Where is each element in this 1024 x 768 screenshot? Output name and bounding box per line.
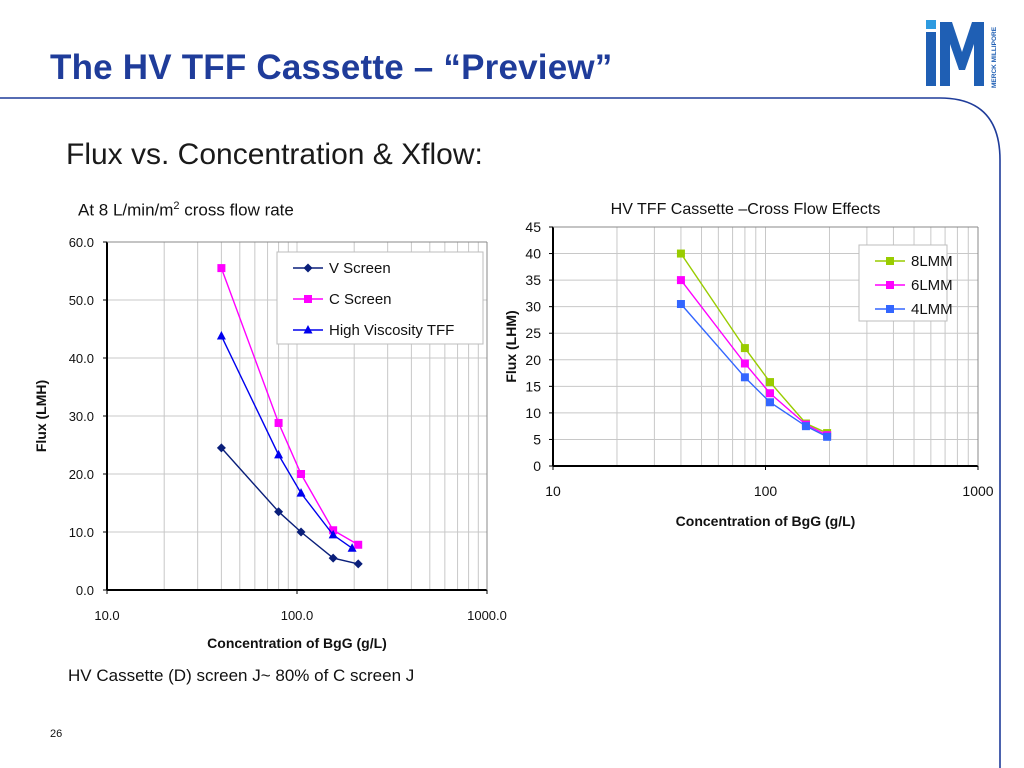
data-point bbox=[274, 418, 283, 427]
merck-millipore-logo: MERCK MILLIPORE bbox=[926, 20, 998, 88]
caption-main: At 8 L/min/m bbox=[78, 200, 174, 220]
y-axis-title: Flux (LHM) bbox=[503, 310, 519, 382]
series-v-screen bbox=[216, 443, 363, 569]
legend-label: 8LMM bbox=[911, 253, 953, 270]
page-number: 26 bbox=[50, 728, 63, 740]
chart-2: HV TFF Cassette –Cross Flow Effects 0 5 10 1… bbox=[503, 201, 994, 529]
series-4lmm bbox=[676, 300, 832, 441]
legend-item: 8LMM bbox=[875, 253, 953, 270]
series-6lmm bbox=[676, 276, 832, 440]
legend-label: V Screen bbox=[329, 260, 391, 277]
legend-item: High Viscosity TFF bbox=[293, 322, 454, 339]
data-point bbox=[274, 449, 284, 459]
x-tick-label: 100 bbox=[754, 483, 778, 499]
y-tick-label: 15 bbox=[525, 378, 541, 394]
legend-label: 6LMM bbox=[911, 277, 953, 294]
legend-box bbox=[858, 244, 948, 322]
data-point bbox=[740, 373, 749, 382]
data-point bbox=[296, 488, 306, 497]
data-point bbox=[740, 359, 749, 368]
data-point bbox=[766, 389, 775, 398]
legend: 8LMM 6LMM 4LMM bbox=[858, 244, 953, 322]
chart-1: 0.010.020.030.040.050.060.010.0 100.0 1000… bbox=[33, 235, 507, 651]
series-8lmm bbox=[676, 249, 832, 438]
data-point bbox=[216, 330, 226, 340]
data-point bbox=[766, 398, 775, 407]
y-tick-label: 30 bbox=[525, 299, 541, 315]
data-point bbox=[328, 553, 338, 563]
chart1-caption: At 8 L/min/m2 cross flow rate bbox=[78, 200, 294, 221]
y-tick-label: 0.0 bbox=[76, 583, 94, 598]
legend-swatch-marker bbox=[886, 281, 894, 289]
y-axis-title: Flux (LMH) bbox=[33, 380, 49, 452]
data-point bbox=[353, 559, 363, 569]
y-tick-label: 45 bbox=[525, 219, 541, 235]
page-title: The HV TFF Cassette – “Preview” bbox=[50, 48, 613, 87]
data-point bbox=[216, 443, 226, 453]
y-tick-label: 5 bbox=[533, 431, 541, 447]
data-point bbox=[766, 378, 775, 387]
series-line bbox=[680, 279, 828, 436]
legend: V Screen C Screen High Viscosity TFF bbox=[276, 251, 484, 345]
x-axis-title: Concentration of BgG (g/L) bbox=[676, 513, 856, 529]
y-tick-label: 20 bbox=[525, 352, 541, 368]
y-tick-label: 35 bbox=[525, 272, 541, 288]
legend-swatch-marker bbox=[886, 305, 894, 313]
data-point bbox=[217, 264, 226, 273]
caption-rest: cross flow rate bbox=[179, 200, 294, 220]
caption-sup: 2 bbox=[173, 200, 180, 212]
y-tick-label: 40.0 bbox=[69, 351, 94, 366]
series-high-viscosity-tff bbox=[216, 330, 357, 552]
slide-subtitle: Flux vs. Concentration & Xflow: bbox=[66, 138, 483, 171]
y-tick-label: 10.0 bbox=[69, 525, 94, 540]
y-tick-label: 40 bbox=[525, 246, 541, 262]
series-line bbox=[220, 447, 359, 565]
data-point bbox=[347, 543, 357, 552]
data-point bbox=[676, 276, 685, 285]
x-tick-label: 1000.0 bbox=[467, 608, 507, 623]
data-point bbox=[676, 300, 685, 309]
y-tick-label: 10 bbox=[525, 405, 541, 421]
legend-item: C Screen bbox=[293, 291, 392, 308]
x-tick-label: 1000 bbox=[962, 483, 993, 499]
x-axis-title: Concentration of BgG (g/L) bbox=[207, 635, 387, 651]
logo-wordmark: MERCK MILLIPORE bbox=[991, 26, 998, 88]
y-tick-label: 60.0 bbox=[69, 235, 94, 250]
y-tick-label: 30.0 bbox=[69, 409, 94, 424]
legend-item: 4LMM bbox=[875, 301, 953, 318]
y-tick-label: 0 bbox=[533, 458, 541, 474]
legend-swatch-marker bbox=[304, 295, 312, 303]
legend-swatch-marker bbox=[303, 325, 313, 334]
legend-label: 4LMM bbox=[911, 301, 953, 318]
y-tick-label: 25 bbox=[525, 325, 541, 341]
x-tick-label: 10.0 bbox=[94, 608, 119, 623]
x-tick-label: 100.0 bbox=[281, 608, 314, 623]
y-tick-label: 50.0 bbox=[69, 293, 94, 308]
legend-label: High Viscosity TFF bbox=[329, 322, 454, 339]
data-point bbox=[328, 529, 338, 539]
series-line bbox=[680, 303, 828, 438]
data-point bbox=[740, 344, 749, 353]
data-point bbox=[354, 540, 363, 549]
logo-vertical-text: MERCK MILLIPORE bbox=[991, 26, 998, 88]
legend-item: V Screen bbox=[293, 260, 391, 277]
legend-label: C Screen bbox=[329, 291, 392, 308]
data-point bbox=[801, 422, 810, 431]
legend-swatch-marker bbox=[886, 257, 894, 265]
data-point bbox=[296, 527, 306, 537]
data-point bbox=[676, 249, 685, 258]
chart-title: HV TFF Cassette –Cross Flow Effects bbox=[611, 201, 881, 218]
data-point bbox=[823, 432, 832, 441]
x-tick-label: 10 bbox=[545, 483, 561, 499]
footnote: HV Cassette (D) screen J~ 80% of C scree… bbox=[68, 666, 415, 685]
legend-item: 6LMM bbox=[875, 277, 953, 294]
data-point bbox=[297, 470, 306, 478]
y-tick-label: 20.0 bbox=[69, 467, 94, 482]
data-point bbox=[274, 507, 284, 517]
legend-swatch-marker bbox=[303, 263, 313, 273]
